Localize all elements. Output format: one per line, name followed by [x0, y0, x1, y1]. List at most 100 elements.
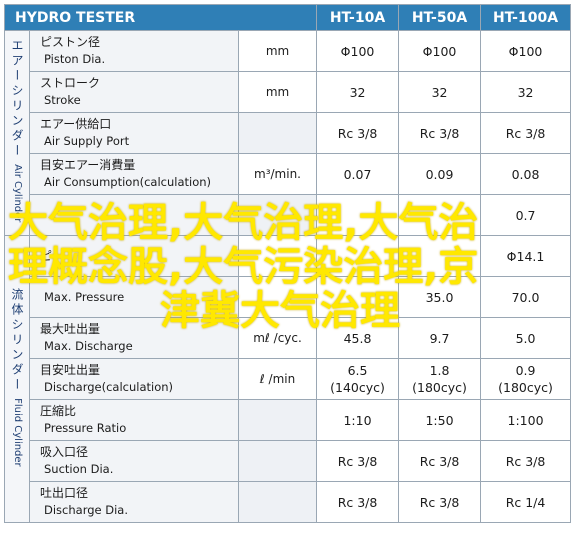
value-ht100a: 70.0	[480, 276, 572, 318]
table-row: 最大吐出量 Max. Discharge mℓ /cyc. 45.8 9.7 5.…	[5, 317, 572, 359]
value-ht100a: 0.08	[480, 153, 572, 195]
value-ht100a: 5.0	[480, 317, 572, 359]
value-ht10a: Rc 3/8	[316, 112, 400, 154]
section-air-cylinder: エアーシリンダー Air Cylinder	[4, 30, 30, 236]
value-ht50a: 1.8 (180cyc)	[398, 358, 482, 400]
row-label: 吸入口径 Suction Dia.	[29, 440, 239, 482]
value-ht10a: 32	[316, 71, 400, 113]
value-ht10a: Rc 3/8	[316, 440, 400, 482]
row-unit	[237, 112, 318, 154]
model-header-3: HT-100A	[480, 4, 572, 31]
row-unit: ℓ /min	[237, 358, 318, 400]
row-label-en: Air Consumption(calculation)	[44, 175, 212, 189]
row-label-en: Discharge Dia.	[44, 503, 129, 517]
value-note: (180cyc)	[498, 380, 553, 395]
overlay-line-3: 津冀大气治理	[160, 288, 400, 334]
table-row: 目安吐出量 Discharge(calculation) ℓ /min 6.5 (1…	[5, 358, 572, 400]
row-label-ja: 吸入口径	[40, 445, 89, 459]
row-label: 圧縮比 Pressure Ratio	[29, 399, 239, 441]
value-ht100a: Rc 3/8	[480, 112, 572, 154]
overlay-line-1: 大气治理,大气治理,大气治	[8, 200, 479, 246]
section-jp-label: 流体シリンダー	[10, 287, 24, 393]
table-row: 吐出口径 Discharge Dia. Rc 3/8 Rc 3/8 Rc 1/4	[5, 481, 572, 523]
row-label-ja: 目安エアー消費量	[40, 158, 136, 172]
row-label: Max. Pressure	[29, 276, 239, 318]
brand-title: HYDRO TESTER	[3, 4, 318, 31]
row-label-ja: ストローク	[40, 76, 101, 90]
table-row: ストローク Stroke mm 32 32 32	[5, 71, 572, 113]
header-row: HYDRO TESTER HT-10A HT-50A HT-100A	[3, 4, 572, 31]
value-ht100a: Φ100	[480, 30, 572, 72]
model-header-2: HT-50A	[398, 4, 482, 31]
value-main: 6.5	[347, 363, 368, 378]
row-label-en: Max. Pressure	[44, 289, 125, 304]
row-unit	[237, 399, 318, 441]
table-row: 吸入口径 Suction Dia. Rc 3/8 Rc 3/8 Rc 3/8	[5, 440, 572, 482]
row-label: 最大吐出量 Max. Discharge	[29, 317, 239, 359]
table-row: エアー供給口 Air Supply Port Rc 3/8 Rc 3/8 Rc 3…	[5, 112, 572, 154]
row-label-ja: 吐出口径	[40, 486, 89, 500]
value-ht50a: 35.0	[398, 276, 482, 318]
model-header-1: HT-10A	[316, 4, 400, 31]
value-ht50a: Rc 3/8	[398, 112, 482, 154]
value-note: (140cyc)	[330, 380, 385, 395]
value-ht50a: 9.7	[398, 317, 482, 359]
row-unit	[237, 481, 318, 523]
value-ht10a: Φ100	[316, 30, 400, 72]
row-label-ja: 圧縮比	[40, 404, 77, 418]
value-ht100a: Rc 3/8	[480, 440, 572, 482]
table-row: エアーシリンダー Air Cylinder ピストン径 Piston Dia. m…	[4, 30, 572, 236]
row-label: 目安吐出量 Discharge(calculation)	[29, 358, 239, 400]
row-label: ピ	[29, 235, 239, 277]
row-unit	[237, 440, 318, 482]
value-note: (180cyc)	[412, 380, 467, 395]
value-ht50a: 0.09	[398, 153, 482, 195]
value-ht10a: 0.07	[316, 153, 400, 195]
table-row: 目安エアー消費量 Air Consumption(calculation) m³/…	[5, 153, 572, 195]
section-jp-label: エアーシリンダー	[10, 39, 24, 160]
value-ht50a: Φ100	[398, 30, 482, 72]
row-label-en: Pressure Ratio	[44, 421, 127, 435]
overlay-line-2: 理概念股,大气污染治理,京	[8, 244, 479, 290]
row-label-ja: ピストン径	[40, 35, 101, 49]
value-ht10a: 6.5 (140cyc)	[316, 358, 400, 400]
section-en-label: Fluid Cylinder	[12, 397, 23, 467]
section-en-label: Air Cylinder	[12, 164, 23, 223]
row-label: ピストン径 Piston Dia.	[29, 30, 239, 72]
value-main: 1.8	[429, 363, 450, 378]
row-label-en: Suction Dia.	[44, 462, 114, 476]
value-ht50a: Rc 3/8	[398, 440, 482, 482]
row-label-ja: ピ	[40, 248, 53, 263]
row-label: 吐出口径 Discharge Dia.	[29, 481, 239, 523]
value-ht50a: 1:50	[398, 399, 482, 441]
value-ht100a: 32	[480, 71, 572, 113]
row-label-en: Discharge(calculation)	[44, 380, 174, 394]
row-label: エアー供給口 Air Supply Port	[29, 112, 239, 154]
value-ht50a: Rc 3/8	[398, 481, 482, 523]
row-unit: mm	[237, 30, 318, 72]
row-unit: mℓ /cyc.	[237, 317, 318, 359]
row-label-ja: エアー供給口	[40, 117, 112, 131]
row-label-en: Air Supply Port	[44, 134, 130, 148]
value-ht100a: 1:100	[480, 399, 572, 441]
row-label-en: Max. Discharge	[44, 339, 133, 353]
table-row: 圧縮比 Pressure Ratio 1:10 1:50 1:100	[5, 399, 572, 441]
value-ht50a: 32	[398, 71, 482, 113]
spec-table: HYDRO TESTER HT-10A HT-50A HT-100A エアーシリ…	[3, 4, 572, 523]
value-ht50a	[398, 235, 482, 277]
row-label: ストローク Stroke	[29, 71, 239, 113]
row-label-en: Piston Dia.	[44, 52, 106, 66]
row-label	[29, 194, 239, 236]
row-label-en: Stroke	[44, 93, 81, 107]
value-main: 0.9	[515, 363, 536, 378]
row-unit: m³/min.	[237, 153, 318, 195]
value-ht100a: 0.7	[480, 194, 572, 236]
value-ht100a: Φ14.1	[480, 235, 572, 277]
row-label-ja: 目安吐出量	[40, 363, 101, 377]
table-row: 0.7	[5, 194, 572, 236]
table-row: Max. Pressure 35.0 70.0	[5, 276, 572, 318]
spec-body: エアーシリンダー Air Cylinder ピストン径 Piston Dia. m…	[4, 30, 572, 523]
value-ht10a: 1:10	[316, 399, 400, 441]
row-unit: mm	[237, 71, 318, 113]
